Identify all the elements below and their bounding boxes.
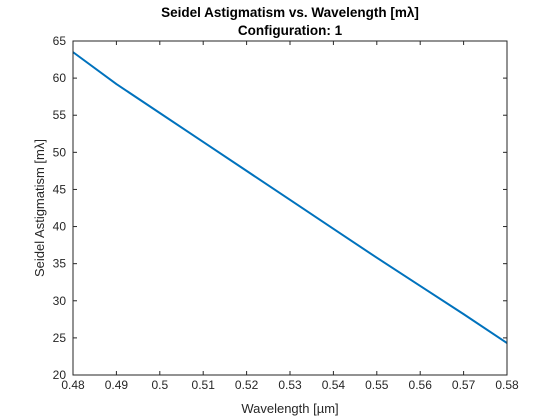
tick-labels: 0.48 0.49 0.5 0.51 0.52 0.53 0.54 0.55 0.56 0.57 0…: [53, 34, 519, 392]
series-line: [72, 51, 508, 344]
x-tick-label: 0.57: [452, 378, 476, 392]
x-tick-label: 0.58: [495, 378, 519, 392]
y-tick-label: 50: [53, 145, 67, 159]
x-tick-label: 0.5: [151, 378, 168, 392]
y-tick-label: 35: [53, 257, 67, 271]
x-tick-label: 0.53: [278, 378, 302, 392]
y-tick-label: 25: [53, 331, 67, 345]
x-tick-label: 0.54: [322, 378, 346, 392]
chart-subtitle: Configuration: 1: [238, 23, 343, 38]
y-tick-label: 30: [53, 294, 67, 308]
series-layer: [72, 51, 508, 344]
y-tick-label: 65: [53, 34, 67, 48]
y-tick-label: 45: [53, 182, 67, 196]
x-axis-label: Wavelength [µm]: [241, 401, 338, 416]
y-tick-label: 20: [53, 368, 67, 382]
x-tick-label: 0.55: [365, 378, 389, 392]
x-tick-label: 0.48: [61, 378, 85, 392]
x-tick-label: 0.52: [235, 378, 259, 392]
x-tick-label: 0.49: [105, 378, 129, 392]
plot-frame: [72, 40, 508, 376]
y-tick-label: 55: [53, 108, 67, 122]
x-tick-label: 0.51: [192, 378, 216, 392]
y-axis-label: Seidel Astigmatism [mλ]: [32, 139, 47, 277]
plot-area: [73, 41, 507, 375]
x-tick-label: 0.56: [409, 378, 433, 392]
chart-title: Seidel Astigmatism vs. Wavelength [mλ]: [161, 5, 419, 20]
y-tick-label: 60: [53, 71, 67, 85]
y-tick-label: 40: [53, 220, 67, 234]
